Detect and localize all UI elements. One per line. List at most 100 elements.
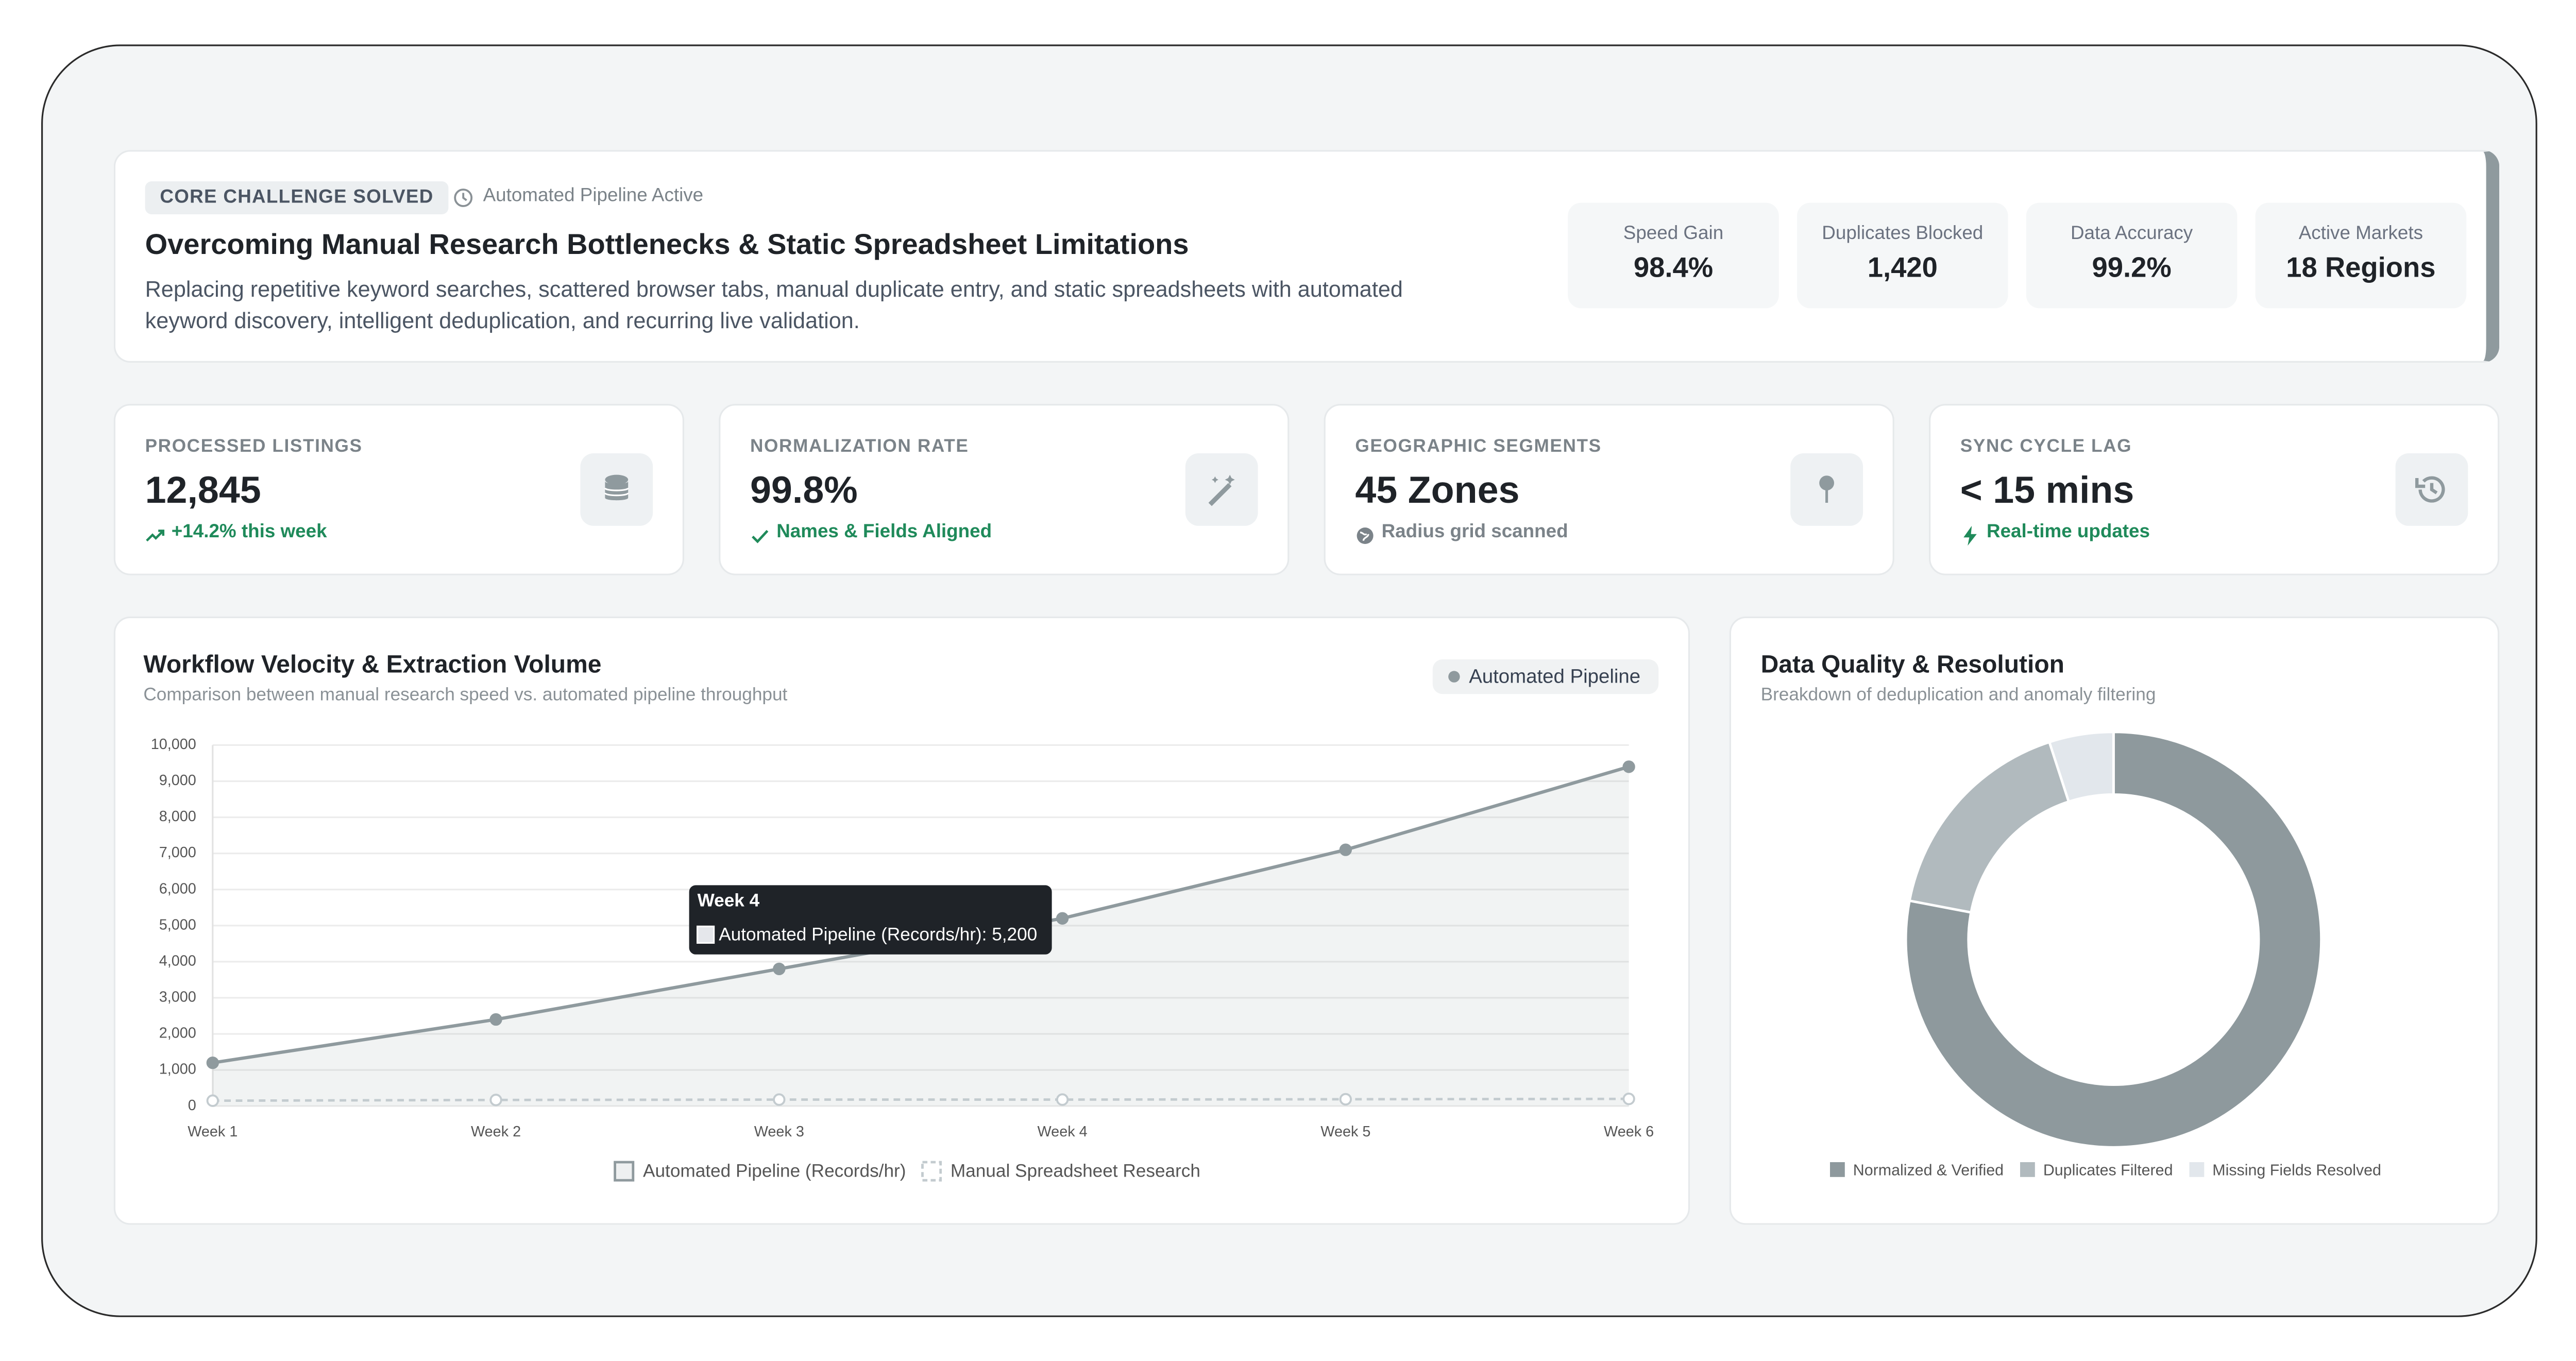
- icon: [146, 530, 165, 542]
- icon: [1208, 474, 1235, 506]
- donut-segment: [2047, 730, 2115, 804]
- y-tick-label: 4,000: [159, 952, 196, 969]
- point: [1339, 843, 1352, 856]
- chart-subtitle: Comparison between manual research speed…: [143, 685, 787, 705]
- icon: [1357, 528, 1374, 544]
- kpi-label: NORMALIZATION RATE: [750, 437, 969, 457]
- kpi-value: 12,845: [145, 468, 261, 511]
- kpi-note: Radius grid scanned: [1381, 522, 1568, 542]
- kpi-value: 99.8%: [750, 468, 858, 511]
- tooltip-title: Week 4: [698, 891, 760, 911]
- point: [489, 1094, 502, 1107]
- y-tick-label: 6,000: [159, 880, 196, 897]
- tooltip-swatch: [697, 925, 715, 944]
- point: [206, 1056, 219, 1069]
- x-tick-label: Week 2: [471, 1124, 521, 1140]
- series-line: [212, 1097, 1629, 1102]
- y-tick-label: 2,000: [159, 1025, 196, 1042]
- point: [773, 1093, 786, 1106]
- legend-label: Manual Spreadsheet Research: [951, 1161, 1200, 1181]
- stat-value: 99.2%: [2092, 252, 2172, 284]
- legend-swatch: [1830, 1162, 1845, 1177]
- badge: [1432, 659, 1659, 694]
- stat-label: Active Markets: [2298, 224, 2424, 244]
- kpi-note: Real-time updates: [1987, 522, 2150, 542]
- point: [1622, 760, 1635, 773]
- stat-label: Speed Gain: [1623, 224, 1724, 244]
- stat-box: Active Markets 18 Regions: [2255, 202, 2467, 309]
- y-tick-label: 7,000: [159, 844, 196, 861]
- kpi-note-icon: [1960, 524, 1980, 546]
- kpi-card: PROCESSED LISTINGS 12,845 +14.2% this week: [113, 404, 684, 575]
- stat-value: 18 Regions: [2286, 252, 2436, 284]
- kpi-value: < 15 mins: [1960, 468, 2134, 511]
- tooltip-label: Automated Pipeline (Records/hr): 5,200: [719, 924, 1037, 944]
- badge-text: Automated Pipeline: [1469, 665, 1640, 687]
- legend-label: Duplicates Filtered: [2043, 1162, 2173, 1179]
- point: [773, 962, 786, 976]
- icon: [2415, 476, 2445, 503]
- stat-label: Data Accuracy: [2070, 224, 2193, 244]
- header-description: Replacing repetitive keyword searches, s…: [145, 277, 1403, 333]
- status: Automated Pipeline Active: [483, 186, 704, 206]
- stat-box: Duplicates Blocked 1,420: [1797, 202, 2008, 309]
- kpi-note: Names & Fields Aligned: [776, 522, 992, 542]
- stat-label: Duplicates Blocked: [1822, 224, 1984, 244]
- y-tick-label: 10,000: [151, 736, 196, 753]
- legend-swatch: [921, 1161, 942, 1182]
- y-tick-label: 5,000: [159, 916, 196, 933]
- header-title: Overcoming Manual Research Bottlenecks &…: [145, 227, 1189, 261]
- x-tick-label: Week 4: [1038, 1124, 1088, 1140]
- donut-segment: [1908, 740, 2071, 914]
- y-tick-label: 3,000: [159, 989, 196, 1006]
- kpi-label: PROCESSED LISTINGS: [145, 437, 363, 457]
- donut-segment: [1904, 730, 2323, 1149]
- badge: CORE CHALLENGE SOLVED: [145, 181, 449, 214]
- chart-title: Data Quality & Resolution: [1761, 651, 2064, 678]
- stat-box: Data Accuracy 99.2%: [2026, 202, 2238, 309]
- legend-swatch: [2189, 1162, 2205, 1177]
- y-tick-label: 9,000: [159, 772, 196, 789]
- point: [1339, 1093, 1352, 1106]
- icon: [604, 474, 629, 501]
- x-tick-label: Week 6: [1604, 1124, 1654, 1140]
- icon: [752, 530, 769, 543]
- point: [1622, 1093, 1635, 1105]
- icon: [1963, 525, 1977, 546]
- stat-box: Speed Gain 98.4%: [1568, 202, 1779, 309]
- point: [489, 1013, 502, 1026]
- tooltip: [689, 885, 1052, 955]
- kpi-note-icon: [145, 524, 165, 544]
- area-fill: [212, 767, 1629, 1107]
- x-tick-label: Week 1: [188, 1124, 238, 1140]
- y-tick-label: 8,000: [159, 808, 196, 825]
- kpi-label: SYNC CYCLE LAG: [1960, 437, 2132, 457]
- header-card: CORE CHALLENGE SOLVED Automated Pipeline…: [113, 150, 2500, 363]
- kpi-note: +14.2% this week: [171, 522, 327, 542]
- icon: [1819, 475, 1834, 503]
- legend-swatch: [614, 1161, 635, 1182]
- kpi-icon: [1185, 453, 1258, 526]
- legend-swatch: [2020, 1162, 2035, 1177]
- legend-label: Automated Pipeline (Records/hr): [643, 1161, 906, 1181]
- kpi-value: 45 Zones: [1355, 468, 1520, 511]
- point: [206, 1094, 219, 1107]
- kpi-icon: [580, 453, 653, 526]
- x-tick-label: Week 3: [754, 1124, 804, 1140]
- badge-dot: [1448, 671, 1460, 683]
- kpi-note-icon: [1355, 524, 1375, 544]
- x-tick-label: Week 5: [1320, 1124, 1370, 1140]
- clock-icon: [454, 189, 473, 207]
- kpi-icon: [2395, 453, 2468, 526]
- stat-value: 98.4%: [1633, 252, 1714, 284]
- point: [1056, 1093, 1069, 1106]
- kpi-card: SYNC CYCLE LAG < 15 mins Real-time updates: [1929, 404, 2500, 575]
- donut-chart-card: [1729, 616, 2500, 1225]
- legend-label: Missing Fields Resolved: [2212, 1162, 2381, 1179]
- chart-subtitle: Breakdown of deduplication and anomaly f…: [1761, 685, 2156, 705]
- y-tick-label: 0: [188, 1097, 196, 1114]
- kpi-card: NORMALIZATION RATE 99.8% Names & Fields Al…: [719, 404, 1290, 575]
